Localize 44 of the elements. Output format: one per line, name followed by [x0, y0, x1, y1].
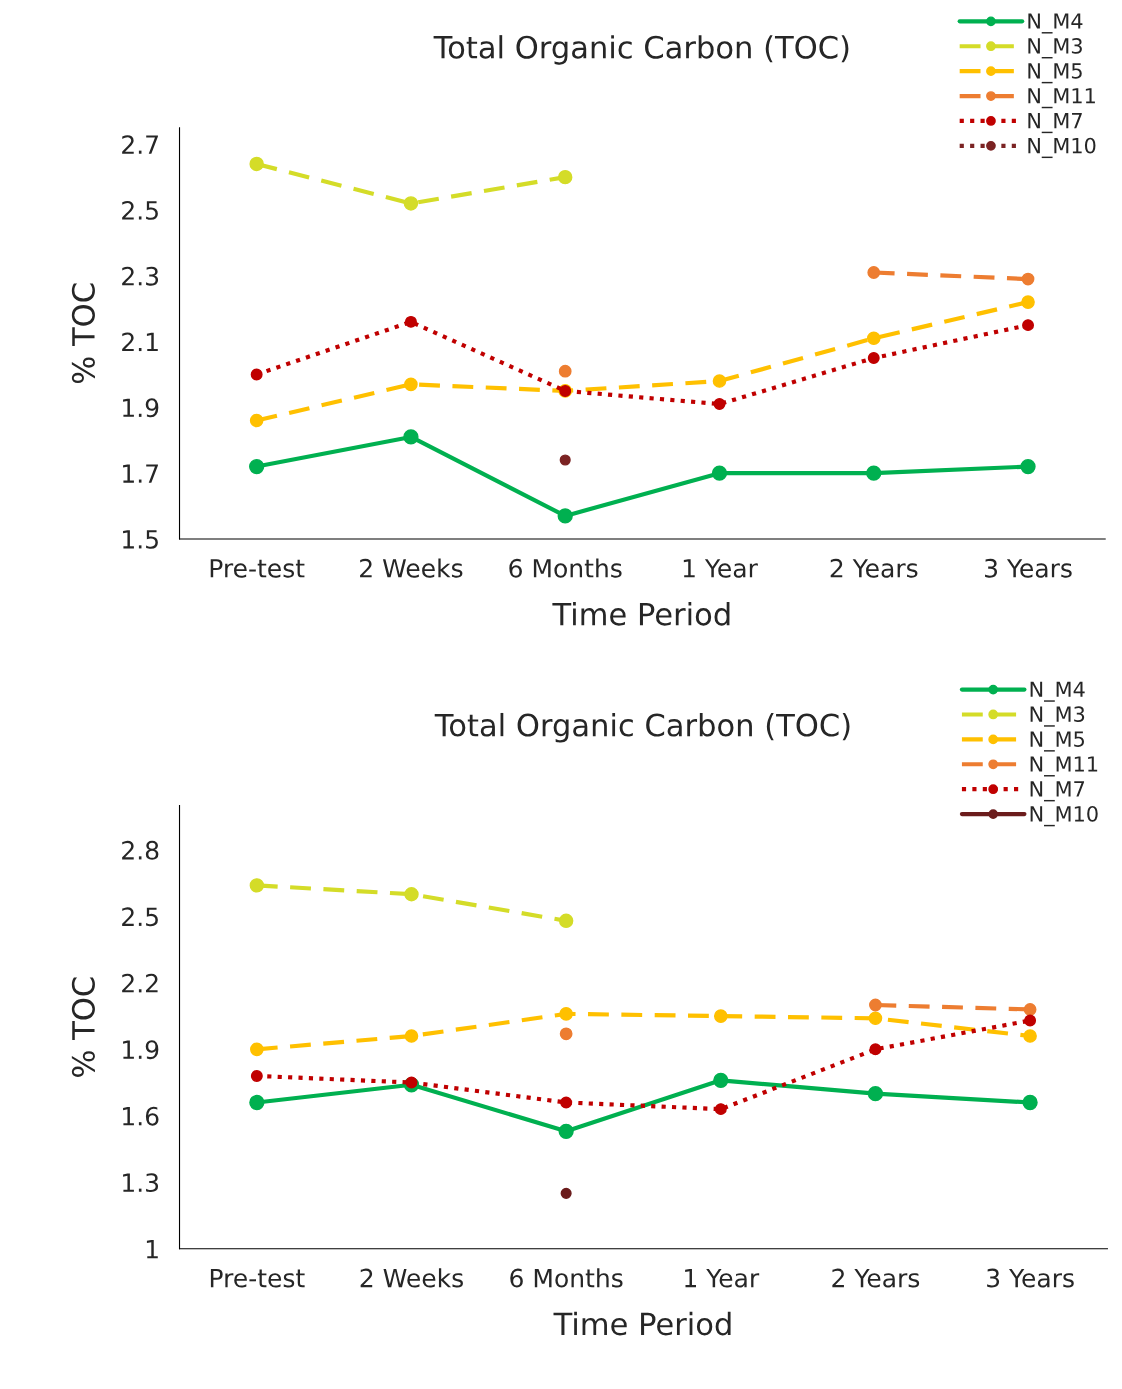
chart-title: Total Organic Carbon (TOC): [434, 712, 850, 743]
y-tick-label: 1: [146, 1239, 158, 1259]
x-tick-label: 2 Years: [832, 1268, 920, 1288]
legend-label: N_M11: [1030, 756, 1098, 777]
x-axis-title: Time Period: [553, 1311, 731, 1336]
y-tick-label: 1.3: [123, 1173, 159, 1193]
legend-label: N_M5: [1030, 731, 1084, 752]
x-tick-label: 6 Months: [510, 1268, 623, 1288]
x-tick-label: 1 Year: [683, 559, 758, 578]
x-tick-label: Pre-test: [210, 559, 305, 578]
y-tick-label: 1.9: [123, 398, 159, 418]
legend-label: N_M7: [1028, 113, 1082, 134]
y-tick-label: 2.5: [122, 200, 158, 220]
y-tick-label: 2.8: [122, 840, 159, 860]
legend-label: N_M3: [1028, 38, 1082, 59]
y-axis-title: % TOC: [71, 283, 95, 384]
x-tick-label: 2 Years: [830, 558, 918, 578]
legend-label: N_M10: [1030, 805, 1098, 827]
legend-label: N_M5: [1028, 63, 1082, 84]
x-tick-label: 2 Weeks: [360, 558, 463, 578]
x-tick-label: 6 Months: [509, 558, 622, 578]
y-tick-label: 1.6: [123, 1106, 159, 1126]
x-tick-label: Pre-test: [210, 1268, 305, 1288]
legend-label: N_M10: [1028, 137, 1096, 159]
y-tick-label: 1.5: [123, 530, 158, 549]
y-tick-label: 1.9: [123, 1040, 159, 1060]
y-tick-label: 2.5: [122, 907, 158, 927]
y-tick-label: 2.1: [122, 332, 158, 352]
y-tick-label: 2.3: [122, 266, 159, 286]
legend-label: N_M7: [1030, 781, 1085, 802]
x-tick-label: 3 Years: [985, 558, 1072, 578]
x-axis-title: Time Period: [552, 602, 730, 626]
x-tick-label: 3 Years: [987, 1268, 1074, 1288]
y-tick-label: 1.7: [123, 464, 158, 483]
legend-label: N_M4: [1028, 13, 1083, 34]
y-tick-label: 2.2: [122, 973, 158, 993]
legend-label: N_M3: [1030, 706, 1085, 727]
legend-label: N_M4: [1030, 681, 1085, 702]
x-tick-label: 2 Weeks: [360, 1268, 463, 1288]
x-tick-label: 1 Year: [685, 1268, 760, 1288]
legend-label: N_M11: [1028, 88, 1095, 109]
chart-title: Total Organic Carbon (TOC): [433, 35, 849, 65]
y-axis-title: % TOC: [71, 977, 95, 1077]
y-tick-label: 2.7: [122, 135, 158, 154]
